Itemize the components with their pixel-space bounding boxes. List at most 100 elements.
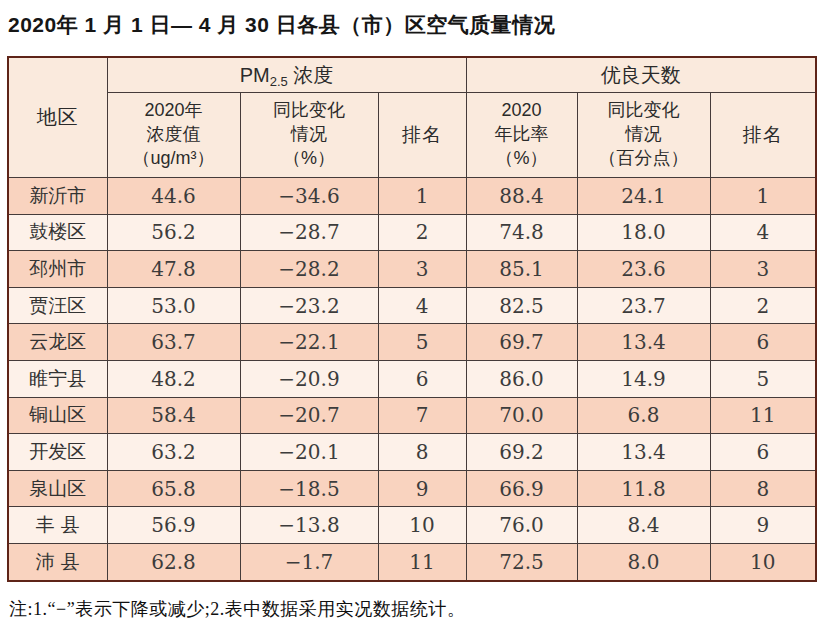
header-group-row: 地区 PM2.5 浓度 优良天数 <box>8 57 816 93</box>
cell-pm25-rank: 5 <box>378 324 466 361</box>
table-row: 开发区63.2−20.1869.213.46 <box>8 434 816 471</box>
cell-good-rank: 4 <box>710 214 816 251</box>
table-row: 云龙区63.7−22.1569.713.46 <box>8 324 816 361</box>
cell-pm25-rank: 3 <box>378 251 466 288</box>
cell-good-change: 23.6 <box>577 251 710 288</box>
cell-region: 泉山区 <box>8 470 107 507</box>
cell-good-change: 14.9 <box>577 360 710 397</box>
cell-good-change: 23.7 <box>577 287 710 324</box>
cell-good-rank: 1 <box>710 178 816 215</box>
cell-good-rate: 85.1 <box>466 251 577 288</box>
cell-good-change: 24.1 <box>577 178 710 215</box>
table-row: 丰 县56.9−13.81076.08.49 <box>8 507 816 544</box>
cell-good-rank: 3 <box>710 251 816 288</box>
table-row: 泉山区65.8−18.5966.911.88 <box>8 470 816 507</box>
air-quality-table: 地区 PM2.5 浓度 优良天数 2020年 浓度值 （ug/m³） 同比变化 … <box>7 56 817 582</box>
cell-pm25-change: −20.1 <box>240 434 378 471</box>
pm25-label-prefix: PM <box>240 64 270 86</box>
pm25-label-subscript: 2.5 <box>270 74 288 89</box>
cell-pm25-rank: 1 <box>378 178 466 215</box>
cell-good-rate: 74.8 <box>466 214 577 251</box>
pm25-label-suffix: 浓度 <box>288 64 334 86</box>
header-sub-row: 2020年 浓度值 （ug/m³） 同比变化 情况 （%） 排名 2020 年比… <box>8 93 816 178</box>
table-row: 新沂市44.6−34.6188.424.11 <box>8 178 816 215</box>
cell-region: 贾汪区 <box>8 287 107 324</box>
cell-good-rank: 5 <box>710 360 816 397</box>
cell-pm25-value: 63.2 <box>107 434 240 471</box>
cell-pm25-value: 62.8 <box>107 543 240 580</box>
table-row: 铜山区58.4−20.7770.06.811 <box>8 397 816 434</box>
cell-region: 鼓楼区 <box>8 214 107 251</box>
cell-pm25-change: −34.6 <box>240 178 378 215</box>
cell-good-rank: 6 <box>710 324 816 361</box>
cell-good-rate: 69.7 <box>466 324 577 361</box>
cell-region: 云龙区 <box>8 324 107 361</box>
cell-good-rate: 72.5 <box>466 543 577 580</box>
cell-good-rank: 6 <box>710 434 816 471</box>
cell-pm25-rank: 8 <box>378 434 466 471</box>
cell-good-rate: 69.2 <box>466 434 577 471</box>
cell-good-rank: 2 <box>710 287 816 324</box>
cell-pm25-rank: 4 <box>378 287 466 324</box>
cell-region: 铜山区 <box>8 397 107 434</box>
cell-pm25-rank: 7 <box>378 397 466 434</box>
cell-good-change: 18.0 <box>577 214 710 251</box>
cell-pm25-change: −20.7 <box>240 397 378 434</box>
cell-good-rank: 9 <box>710 507 816 544</box>
cell-pm25-value: 48.2 <box>107 360 240 397</box>
cell-pm25-rank: 9 <box>378 470 466 507</box>
col-group-good-days: 优良天数 <box>466 57 816 93</box>
cell-good-change: 8.0 <box>577 543 710 580</box>
cell-pm25-value: 56.9 <box>107 507 240 544</box>
cell-pm25-change: −18.5 <box>240 470 378 507</box>
col-header-pm25-rank: 排名 <box>378 93 466 178</box>
cell-pm25-rank: 10 <box>378 507 466 544</box>
cell-pm25-change: −1.7 <box>240 543 378 580</box>
table-row: 睢宁县48.2−20.9686.014.95 <box>8 360 816 397</box>
cell-good-rate: 76.0 <box>466 507 577 544</box>
cell-good-rate: 88.4 <box>466 178 577 215</box>
cell-region: 睢宁县 <box>8 360 107 397</box>
col-header-pm25-change: 同比变化 情况 （%） <box>240 93 378 178</box>
cell-pm25-change: −20.9 <box>240 360 378 397</box>
cell-pm25-rank: 2 <box>378 214 466 251</box>
cell-region: 新沂市 <box>8 178 107 215</box>
table-row: 鼓楼区56.2−28.7274.818.04 <box>8 214 816 251</box>
cell-good-rate: 86.0 <box>466 360 577 397</box>
cell-pm25-change: −23.2 <box>240 287 378 324</box>
col-header-good-change: 同比变化 情况 （百分点） <box>577 93 710 178</box>
footnote: 注:1.“−”表示下降或减少;2.表中数据采用实况数据统计。 <box>9 597 818 620</box>
table-row: 贾汪区53.0−23.2482.523.72 <box>8 287 816 324</box>
cell-pm25-value: 63.7 <box>107 324 240 361</box>
cell-good-rate: 70.0 <box>466 397 577 434</box>
cell-region: 邳州市 <box>8 251 107 288</box>
cell-pm25-value: 56.2 <box>107 214 240 251</box>
cell-region: 开发区 <box>8 434 107 471</box>
page: 2020年 1 月 1 日— 4 月 30 日各县（市）区空气质量情况 地区 P… <box>0 0 825 620</box>
cell-good-rank: 11 <box>710 397 816 434</box>
table-row: 邳州市47.8−28.2385.123.63 <box>8 251 816 288</box>
cell-good-rank: 10 <box>710 543 816 580</box>
cell-good-change: 13.4 <box>577 434 710 471</box>
cell-pm25-rank: 6 <box>378 360 466 397</box>
cell-pm25-change: −28.2 <box>240 251 378 288</box>
cell-good-change: 8.4 <box>577 507 710 544</box>
cell-pm25-change: −13.8 <box>240 507 378 544</box>
page-title: 2020年 1 月 1 日— 4 月 30 日各县（市）区空气质量情况 <box>8 11 818 39</box>
col-group-pm25: PM2.5 浓度 <box>107 57 466 93</box>
cell-good-rate: 82.5 <box>466 287 577 324</box>
cell-pm25-value: 58.4 <box>107 397 240 434</box>
cell-pm25-rank: 11 <box>378 543 466 580</box>
cell-pm25-value: 53.0 <box>107 287 240 324</box>
cell-region: 沛 县 <box>8 543 107 580</box>
cell-good-rate: 66.9 <box>466 470 577 507</box>
cell-good-change: 11.8 <box>577 470 710 507</box>
col-header-good-rate: 2020 年比率 （%） <box>466 93 577 178</box>
table-header: 地区 PM2.5 浓度 优良天数 2020年 浓度值 （ug/m³） 同比变化 … <box>8 57 816 178</box>
cell-region: 丰 县 <box>8 507 107 544</box>
cell-pm25-change: −28.7 <box>240 214 378 251</box>
col-header-region: 地区 <box>8 57 107 178</box>
cell-good-change: 13.4 <box>577 324 710 361</box>
cell-pm25-value: 47.8 <box>107 251 240 288</box>
cell-pm25-value: 44.6 <box>107 178 240 215</box>
